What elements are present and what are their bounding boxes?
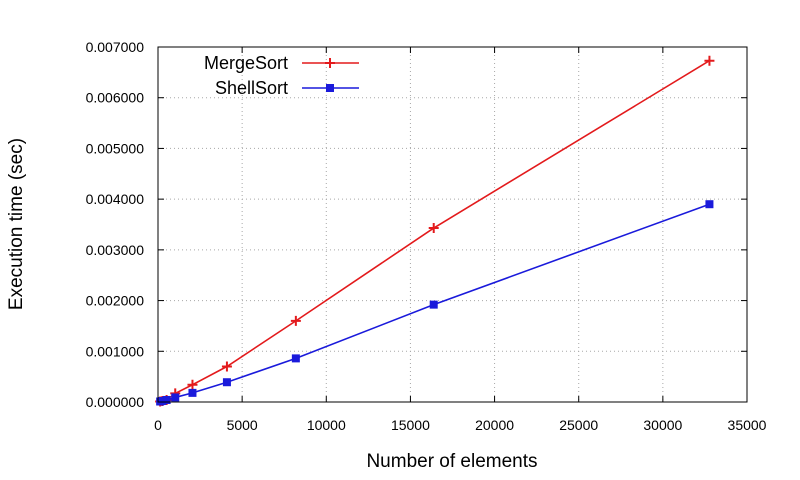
legend-item-mergesort: MergeSort xyxy=(204,53,359,73)
y-axis-ticks: 0.000000 0.001000 0.002000 0.003000 0.004000… xyxy=(86,39,747,410)
legend: MergeSort ShellSort xyxy=(204,53,359,98)
x-tick-label: 35000 xyxy=(728,417,767,433)
y-tick-label: 0.000000 xyxy=(86,394,145,410)
mergesort-point xyxy=(428,223,439,234)
mergesort-point xyxy=(704,55,715,66)
grid xyxy=(158,47,747,402)
x-tick-label: 30000 xyxy=(643,417,682,433)
shellsort-point xyxy=(188,388,197,397)
x-tick-label: 15000 xyxy=(391,417,430,433)
legend-label: ShellSort xyxy=(215,78,288,98)
legend-label: MergeSort xyxy=(204,53,288,73)
legend-marker xyxy=(325,58,335,68)
shellsort-point xyxy=(222,378,231,387)
mergesort-point xyxy=(290,315,301,326)
shellsort-point xyxy=(705,200,714,209)
series-mergesort xyxy=(155,55,715,407)
y-tick-label: 0.003000 xyxy=(86,242,145,258)
legend-item-shellsort: ShellSort xyxy=(215,78,359,98)
y-tick-label: 0.005000 xyxy=(86,140,145,156)
shellsort-point xyxy=(429,300,438,309)
x-tick-label: 5000 xyxy=(227,417,258,433)
y-tick-label: 0.002000 xyxy=(86,293,145,309)
series-shellsort xyxy=(156,200,714,406)
legend-marker xyxy=(326,84,334,92)
x-tick-label: 25000 xyxy=(559,417,598,433)
y-axis-title: Execution time (sec) xyxy=(6,138,27,310)
x-axis-ticks: 0 5000 10000 15000 20000 25000 30000 35000 xyxy=(154,47,767,433)
y-tick-label: 0.001000 xyxy=(86,343,145,359)
x-axis-title: Number of elements xyxy=(366,451,537,472)
shellsort-point xyxy=(158,396,167,405)
shellsort-point xyxy=(291,354,300,363)
y-tick-label: 0.006000 xyxy=(86,90,145,106)
x-tick-label: 20000 xyxy=(475,417,514,433)
x-tick-label: 0 xyxy=(154,417,162,433)
shellsort-point xyxy=(171,393,180,402)
shellsort-point xyxy=(162,395,171,404)
mergesort-point xyxy=(221,361,232,372)
mergesort-point xyxy=(187,379,198,390)
x-tick-label: 10000 xyxy=(307,417,346,433)
y-tick-label: 0.007000 xyxy=(86,39,145,55)
plot-frame xyxy=(157,46,748,403)
y-tick-label: 0.004000 xyxy=(86,191,145,207)
series-lines xyxy=(155,55,715,407)
